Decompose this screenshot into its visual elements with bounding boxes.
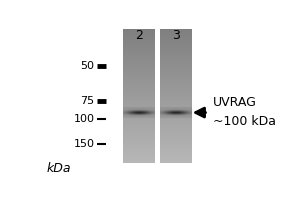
Text: 50: 50 [80, 61, 94, 71]
Text: UVRAG: UVRAG [213, 96, 257, 109]
Text: 75: 75 [80, 96, 94, 106]
Text: ~100 kDa: ~100 kDa [213, 115, 276, 128]
Text: kDa: kDa [47, 162, 71, 175]
Text: 150: 150 [74, 139, 94, 149]
Text: 3: 3 [172, 29, 180, 42]
Text: 100: 100 [74, 114, 94, 124]
Text: 2: 2 [135, 29, 142, 42]
